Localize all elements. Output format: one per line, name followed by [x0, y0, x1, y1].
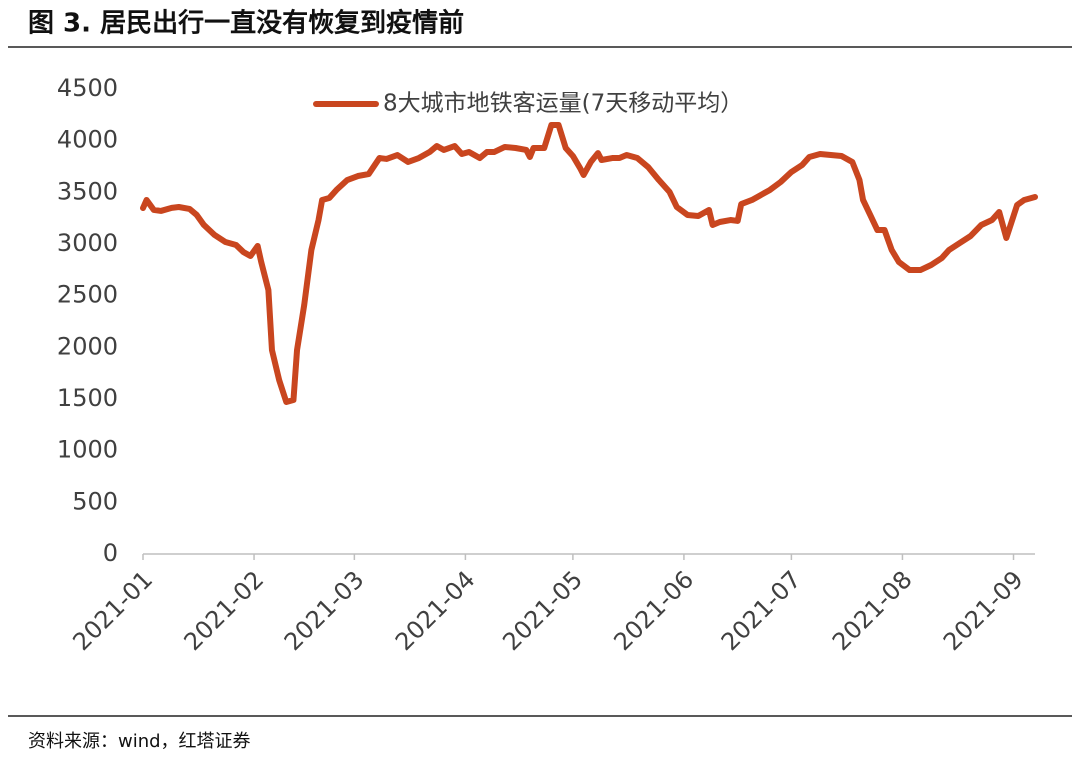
y-tick-label: 1500 [57, 384, 118, 412]
x-tick-label: 2021-03 [279, 565, 370, 656]
y-tick-label: 1000 [57, 436, 118, 464]
source-note: 资料来源：wind，红塔证券 [28, 731, 251, 752]
y-tick-label: 0 [103, 539, 118, 567]
y-tick-label: 4500 [57, 74, 118, 102]
x-tick-label: 2021-09 [938, 565, 1029, 656]
x-tick-label: 2021-02 [179, 565, 270, 656]
y-tick-label: 4000 [57, 126, 118, 154]
y-tick-label: 2500 [57, 281, 118, 309]
y-tick-label: 500 [72, 487, 118, 515]
x-tick-label: 2021-08 [827, 565, 918, 656]
x-tick-label: 2021-01 [67, 565, 158, 656]
y-tick-label: 2000 [57, 332, 118, 360]
data-line [140, 121, 1038, 405]
x-tick-label: 2021-05 [497, 565, 588, 656]
legend-label: 8大城市地铁客运量(7天移动平均） [383, 91, 743, 117]
x-tick-label: 2021-04 [390, 565, 481, 656]
x-tick-label: 2021-07 [716, 565, 807, 656]
x-tick-label: 2021-06 [608, 565, 699, 656]
chart-title: 图 3. 居民出行一直没有恢复到疫情前 [28, 8, 464, 39]
y-tick-label: 3500 [57, 177, 118, 205]
y-tick-label: 3000 [57, 229, 118, 257]
